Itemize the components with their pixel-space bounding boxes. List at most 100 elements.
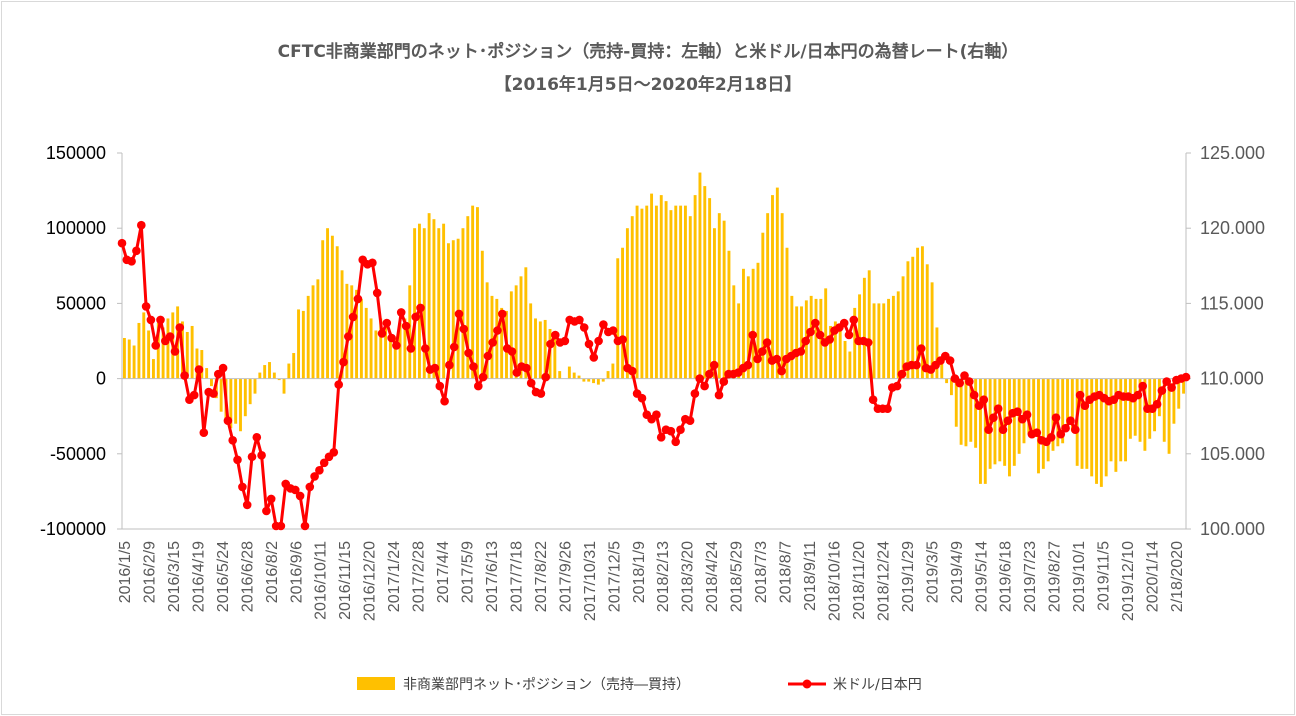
- bar: [625, 228, 629, 379]
- bar: [239, 378, 242, 432]
- fx-rate-point: [315, 466, 324, 475]
- x-tick-label: 2018/4/24: [704, 541, 721, 612]
- fx-rate-point: [156, 315, 165, 325]
- bar: [669, 210, 673, 379]
- bar: [258, 372, 262, 379]
- bar: [359, 298, 363, 379]
- fx-rate-point: [743, 360, 753, 370]
- legend-line-marker: [802, 679, 812, 689]
- bar: [732, 285, 736, 379]
- bar: [1061, 378, 1065, 444]
- fx-rate-point: [695, 374, 704, 383]
- bar: [727, 250, 731, 379]
- bar: [698, 172, 702, 379]
- bar: [954, 378, 958, 427]
- bar: [761, 232, 765, 379]
- fx-rate-point: [637, 393, 647, 403]
- fx-rate-point: [416, 303, 425, 313]
- bar: [867, 270, 871, 379]
- bar: [587, 378, 591, 382]
- bar: [1124, 378, 1127, 462]
- fx-rate-point: [469, 362, 478, 371]
- bar: [640, 208, 644, 379]
- bar: [1090, 378, 1094, 477]
- fx-rate-point: [796, 347, 806, 356]
- bar: [1099, 378, 1103, 487]
- x-tick-label: 2016/6/28: [239, 541, 256, 612]
- bar: [277, 378, 281, 381]
- bar: [534, 318, 537, 379]
- x-tick-label: 2018/10/16: [827, 541, 844, 621]
- bar: [858, 294, 861, 379]
- fx-rate-point: [430, 363, 440, 373]
- fx-rate-point: [849, 315, 859, 325]
- bar: [577, 375, 581, 379]
- bar: [447, 243, 450, 379]
- legend-bar-label: 非商業部門ネット･ポジション（売持―買持）: [403, 677, 690, 693]
- fx-rate-point: [1138, 381, 1147, 391]
- bar: [1008, 378, 1011, 477]
- fx-rate-point: [127, 257, 136, 266]
- x-tick-label: 2019/10/1: [1071, 541, 1088, 612]
- fx-rate-point: [700, 381, 709, 391]
- bar: [1041, 378, 1045, 469]
- bar: [703, 186, 707, 379]
- bar: [1109, 378, 1113, 462]
- legend-line-label: 米ドル/日本円: [833, 677, 922, 693]
- left-tick-label: 0: [96, 369, 106, 389]
- bar: [567, 366, 571, 379]
- fx-rate-point: [599, 320, 608, 329]
- bar: [451, 240, 455, 379]
- fx-rate-point: [1051, 413, 1061, 423]
- x-tick-label: 2018/3/20: [680, 541, 697, 612]
- bar: [683, 205, 687, 379]
- bar: [384, 321, 388, 379]
- bar: [949, 378, 953, 396]
- fx-rate-point: [1061, 423, 1070, 433]
- fx-rate-point: [541, 372, 550, 382]
- bar: [219, 378, 223, 412]
- bar: [606, 371, 610, 379]
- bar: [674, 205, 678, 379]
- bar: [713, 228, 716, 379]
- fx-rate-point: [151, 341, 160, 350]
- bar: [161, 327, 165, 379]
- fx-rate-point: [242, 500, 252, 510]
- bar: [800, 306, 803, 379]
- bar: [901, 276, 905, 379]
- bar: [891, 295, 895, 379]
- x-tick-label: 2018/9/11: [802, 541, 819, 611]
- bar: [751, 268, 755, 379]
- bar: [461, 228, 465, 379]
- fx-rate-point: [223, 416, 233, 426]
- fx-rate-point: [594, 336, 603, 346]
- x-tick-label: 2016/10/11: [313, 541, 330, 620]
- bar: [688, 216, 692, 379]
- legend-bar-swatch: [357, 677, 395, 690]
- bar: [142, 312, 146, 379]
- fx-rate-point: [478, 372, 488, 382]
- bar: [413, 228, 417, 379]
- bar: [287, 363, 291, 379]
- fx-rate-point: [445, 360, 454, 370]
- bar: [297, 309, 300, 379]
- right-tick-label: 100.000: [1200, 519, 1265, 539]
- fx-rate-point: [536, 389, 546, 398]
- bar: [780, 213, 784, 379]
- fx-rate-point: [892, 381, 902, 391]
- x-tick-label: 2016/11/15: [337, 541, 354, 620]
- fx-rate-point: [339, 357, 348, 367]
- fx-rate-point: [1071, 425, 1080, 435]
- fx-rate-point: [960, 371, 969, 380]
- x-tick-label: 2017/4/4: [435, 541, 452, 603]
- bar: [1046, 378, 1050, 462]
- bar: [887, 298, 891, 379]
- bar: [379, 318, 383, 379]
- bar: [509, 291, 513, 379]
- fx-rate-point: [392, 341, 401, 350]
- fx-rate-point: [382, 318, 392, 328]
- x-tick-label: 2019/1/29: [900, 541, 917, 612]
- fx-rate-point: [170, 347, 180, 356]
- x-tick-label: 2016/8/2: [264, 541, 281, 603]
- x-tick-label: 2016/9/6: [288, 541, 305, 603]
